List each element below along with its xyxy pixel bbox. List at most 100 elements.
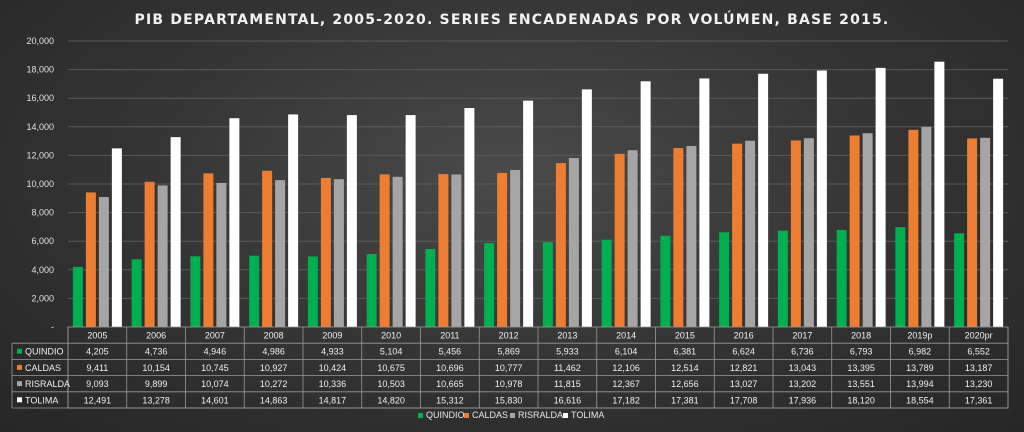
- data-label: 10,424: [319, 363, 347, 373]
- bar-tolima-2010: [405, 115, 416, 327]
- bar-caldas-2010: [379, 174, 390, 327]
- data-label: 9,411: [86, 363, 108, 373]
- data-label: 13,551: [847, 379, 875, 389]
- bar-tolima-2006: [170, 137, 181, 327]
- data-label: 10,336: [319, 379, 347, 389]
- table-series-name: RISRALDA: [25, 379, 70, 389]
- y-axis: - 2,000 4,000 6,000 8,000 10,000 12,000 14,000 1…: [26, 36, 54, 332]
- data-label: 5,456: [439, 347, 462, 357]
- data-label: 5,933: [556, 347, 579, 357]
- bar-caldas-2006: [144, 181, 155, 327]
- data-label: 13,187: [965, 363, 993, 373]
- bar-tolima-2013: [581, 89, 592, 327]
- data-label: 14,601: [201, 395, 229, 405]
- bar-tolima-2019p: [934, 61, 945, 328]
- legend-label: QUINDIO: [426, 410, 465, 420]
- bar-risralda-2011: [451, 174, 462, 327]
- bar-caldas-2012: [497, 172, 508, 327]
- bar-quindio-2018: [836, 229, 847, 327]
- data-label: 6,982: [909, 347, 932, 357]
- data-label: 6,104: [615, 347, 638, 357]
- y-tick-label: 18,000: [26, 65, 54, 75]
- bar-risralda-2006: [157, 185, 168, 327]
- bars: [72, 61, 1004, 328]
- data-label: 15,830: [495, 395, 523, 405]
- bar-risralda-2010: [392, 176, 403, 327]
- y-tick-label: 20,000: [26, 36, 54, 46]
- data-label: 12,491: [84, 395, 112, 405]
- bar-caldas-2017: [790, 140, 801, 327]
- category-label: 2019p: [907, 331, 932, 341]
- y-tick-label: 4,000: [31, 265, 54, 275]
- bar-tolima-2017: [816, 70, 827, 327]
- bar-risralda-2007: [216, 182, 227, 327]
- legend: QUINDIO CALDAS RISRALDA TOLIMA: [418, 410, 604, 420]
- bar-quindio-2008: [249, 255, 260, 327]
- data-label: 4,205: [86, 347, 109, 357]
- legend-key-quindio: [418, 413, 423, 418]
- bar-tolima-2014: [640, 81, 651, 328]
- category-label: 2009: [322, 331, 342, 341]
- data-label: 10,665: [436, 379, 464, 389]
- bar-quindio-2010: [366, 254, 377, 327]
- table-legend-key-tolima: [17, 397, 22, 403]
- data-label: 10,675: [377, 363, 405, 373]
- bar-risralda-2015: [686, 146, 697, 327]
- bar-quindio-2019p: [895, 227, 906, 327]
- bar-tolima-2018: [875, 67, 886, 327]
- y-tick-label: 14,000: [26, 122, 54, 132]
- table-series-name: CALDAS: [25, 363, 61, 373]
- data-label: 6,793: [850, 347, 873, 357]
- data-label: 13,230: [965, 379, 993, 389]
- data-label: 10,503: [377, 379, 405, 389]
- bar-risralda-2013: [568, 158, 579, 327]
- data-label: 12,514: [671, 363, 699, 373]
- bar-risralda-2008: [275, 180, 286, 327]
- bar-tolima-2011: [464, 108, 475, 328]
- data-label: 13,994: [906, 379, 934, 389]
- y-tick-label: 8,000: [31, 208, 54, 218]
- data-label: 10,777: [495, 363, 523, 373]
- bar-quindio-2007: [190, 256, 201, 327]
- table-legend-key-quindio: [17, 348, 22, 354]
- bar-quindio-2011: [425, 248, 436, 327]
- data-label: 12,106: [612, 363, 640, 373]
- data-label: 9,093: [86, 379, 109, 389]
- legend-label: TOLIMA: [571, 410, 604, 420]
- bar-quindio-2005: [72, 266, 83, 327]
- bar-caldas-2005: [85, 192, 96, 327]
- legend-key-tolima: [563, 413, 568, 418]
- y-tick-label: 10,000: [26, 179, 54, 189]
- data-label: 14,863: [260, 395, 288, 405]
- data-label: 15,312: [436, 395, 464, 405]
- bar-tolima-2007: [229, 118, 240, 327]
- bar-risralda-2019p: [921, 126, 932, 327]
- data-label: 6,624: [732, 347, 755, 357]
- data-label: 14,817: [319, 395, 347, 405]
- data-label: 12,821: [730, 363, 758, 373]
- data-label: 10,978: [495, 379, 523, 389]
- category-label: 2011: [440, 331, 459, 341]
- data-label: 10,272: [260, 379, 288, 389]
- data-label: 13,202: [789, 379, 817, 389]
- bar-caldas-2013: [555, 163, 566, 327]
- data-label: 13,395: [847, 363, 875, 373]
- bar-caldas-2015: [673, 148, 684, 327]
- data-label: 5,869: [497, 347, 520, 357]
- data-label: 13,278: [142, 395, 170, 405]
- y-tick-label: -: [51, 322, 54, 332]
- bar-risralda-2012: [510, 170, 521, 327]
- bar-tolima-2015: [699, 78, 710, 328]
- legend-key-risralda: [510, 413, 515, 418]
- data-label: 6,381: [674, 347, 697, 357]
- data-label: 5,104: [380, 347, 403, 357]
- data-label: 17,381: [671, 395, 699, 405]
- bar-quindio-2013: [542, 242, 553, 327]
- bar-caldas-2020pr: [967, 138, 978, 327]
- y-tick-label: 2,000: [31, 293, 54, 303]
- bar-caldas-2007: [203, 173, 214, 327]
- bar-risralda-2016: [745, 140, 756, 327]
- data-label: 10,074: [201, 379, 229, 389]
- data-label: 13,027: [730, 379, 758, 389]
